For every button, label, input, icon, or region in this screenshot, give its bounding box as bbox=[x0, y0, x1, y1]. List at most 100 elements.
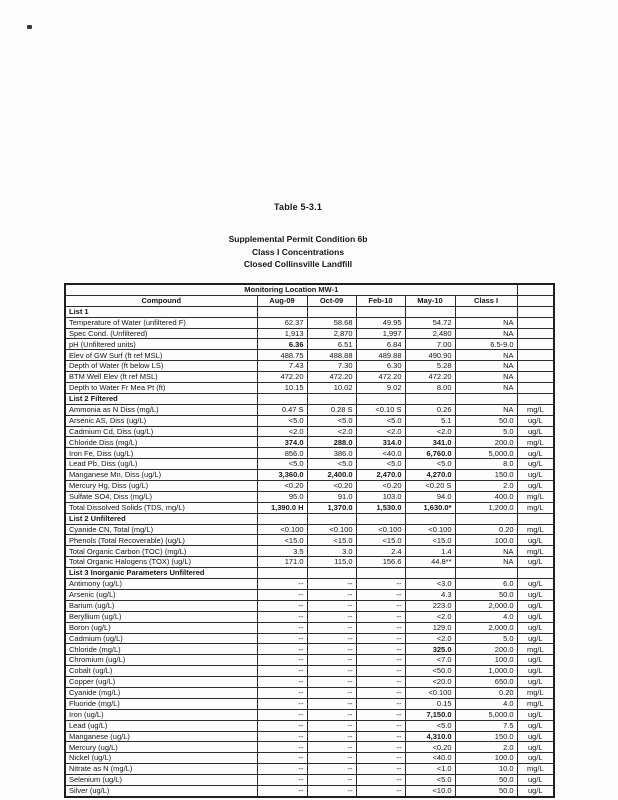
compound-cell: Copper (ug/L) bbox=[64, 676, 258, 688]
value-cell: <5.0 bbox=[306, 458, 357, 471]
value-cell: 95.0 bbox=[256, 490, 308, 503]
empty-cell bbox=[404, 392, 456, 405]
value-cell: -- bbox=[355, 632, 406, 645]
value-cell: -- bbox=[306, 752, 357, 765]
value-cell: 5.28 bbox=[404, 360, 456, 373]
value-cell: 472.20 bbox=[306, 371, 357, 384]
monitoring-results-table: Monitoring Location MW-1 Compound Aug-09 Oc… bbox=[64, 283, 556, 798]
empty-cell bbox=[454, 392, 518, 405]
table-row: Depth of Water (ft below LS) 7.43 7.30 6.30… bbox=[64, 360, 555, 373]
value-cell: 856.0 bbox=[256, 447, 308, 460]
table-row: Cadmium (ug/L) -- -- -- <2.0 5.0 ug/L bbox=[64, 632, 555, 645]
value-cell: <0.20 bbox=[306, 480, 357, 492]
table-row: Lead (ug/L) -- -- -- <5.0 7.5 ug/L bbox=[64, 719, 555, 732]
compound-cell: Chloride Diss (mg/L) bbox=[64, 436, 258, 449]
value-cell: -- bbox=[256, 719, 308, 732]
compound-cell: Silver (ug/L) bbox=[64, 784, 258, 798]
empty-cell bbox=[454, 512, 518, 525]
value-cell: <3.0 bbox=[404, 578, 456, 590]
compound-cell: Boron (ug/L) bbox=[64, 621, 258, 634]
value-cell: -- bbox=[256, 784, 308, 798]
value-cell: -- bbox=[306, 708, 357, 721]
table-row: Copper (ug/L) -- -- -- <20.0 650.0 ug/L bbox=[64, 676, 555, 688]
empty-cell bbox=[306, 305, 357, 318]
value-cell: 1,630.0* bbox=[404, 501, 456, 514]
value-cell: -- bbox=[306, 774, 357, 786]
unit-cell bbox=[516, 338, 555, 351]
value-cell: -- bbox=[256, 621, 308, 634]
value-cell: <2.0 bbox=[306, 425, 357, 438]
location-header-cell: Monitoring Location MW-1 bbox=[64, 283, 518, 296]
value-cell: 1,000.0 bbox=[454, 665, 518, 678]
value-cell: -- bbox=[306, 632, 357, 645]
value-cell: 2.4 bbox=[355, 545, 406, 558]
value-cell: 50.0 bbox=[454, 588, 518, 601]
value-cell: <0.100 bbox=[256, 523, 308, 536]
unit-cell: mg/L bbox=[516, 501, 555, 514]
unit-cell: ug/L bbox=[516, 599, 555, 612]
value-cell: -- bbox=[256, 588, 308, 601]
value-cell: 325.0 bbox=[404, 643, 456, 656]
section-row: List 2 Unfiltered bbox=[64, 512, 555, 525]
value-cell: 4,270.0 bbox=[404, 469, 456, 482]
value-cell: 4.0 bbox=[454, 610, 518, 623]
value-cell: 54.72 bbox=[404, 316, 456, 329]
value-cell: 6.84 bbox=[355, 338, 406, 351]
table-row: pH (Unfiltered units) 6.36 6.51 6.84 7.00 6.5… bbox=[64, 338, 555, 351]
compound-cell: Manganese (ug/L) bbox=[64, 730, 258, 743]
unit-cell: mg/L bbox=[516, 436, 555, 449]
value-cell: 0.47 S bbox=[256, 403, 308, 416]
value-cell: 1,390.0 H bbox=[256, 501, 308, 514]
value-cell: -- bbox=[355, 686, 406, 699]
value-cell: 386.0 bbox=[306, 447, 357, 460]
compound-cell: Cadmium (ug/L) bbox=[64, 632, 258, 645]
value-cell: 100.0 bbox=[454, 654, 518, 667]
table-row: Antimony (ug/L) -- -- -- <3.0 6.0 ug/L bbox=[64, 578, 555, 590]
unit-cell: mg/L bbox=[516, 686, 555, 699]
value-cell: 8.0 bbox=[454, 458, 518, 471]
value-cell: -- bbox=[256, 610, 308, 623]
empty-cell bbox=[516, 512, 555, 525]
value-cell: -- bbox=[306, 763, 357, 776]
compound-cell: Elev of GW Surf (ft ref MSL) bbox=[64, 349, 258, 362]
value-cell: -- bbox=[306, 730, 357, 743]
value-cell: -- bbox=[256, 676, 308, 688]
value-cell: -- bbox=[306, 686, 357, 699]
value-cell: 472.20 bbox=[404, 371, 456, 384]
value-cell: 0.28 S bbox=[306, 403, 357, 416]
value-cell: 9.02 bbox=[355, 382, 406, 394]
column-header-cell: Class I bbox=[454, 294, 518, 307]
value-cell: -- bbox=[306, 654, 357, 667]
value-cell: <5.0 bbox=[306, 414, 357, 427]
table-row: Nitrate as N (mg/L) -- -- -- <1.0 10.0 mg/L bbox=[64, 763, 555, 776]
value-cell: 6.30 bbox=[355, 360, 406, 373]
value-cell: 156.6 bbox=[355, 556, 406, 569]
unit-cell: mg/L bbox=[516, 697, 555, 710]
subtitle-line-1: Supplemental Permit Condition 6b bbox=[228, 234, 368, 244]
compound-cell: Depth to Water Fr Mea Pt (ft) bbox=[64, 382, 258, 394]
value-cell: 0.26 bbox=[404, 403, 456, 416]
value-cell: -- bbox=[355, 784, 406, 798]
value-cell: 5,000.0 bbox=[454, 447, 518, 460]
table-row: Fluoride (mg/L) -- -- -- 0.15 4.0 mg/L bbox=[64, 697, 555, 710]
table-row: Iron (ug/L) -- -- -- 7,150.0 5,000.0 ug/L bbox=[64, 708, 555, 721]
column-header-cell: Aug-09 bbox=[256, 294, 308, 307]
compound-cell: Mercury Hg, Diss (ug/L) bbox=[64, 480, 258, 492]
compound-cell: Beryllium (ug/L) bbox=[64, 610, 258, 623]
value-cell: 8.00 bbox=[404, 382, 456, 394]
value-cell: <2.0 bbox=[355, 425, 406, 438]
unit-cell: ug/L bbox=[516, 708, 555, 721]
location-header-row: Monitoring Location MW-1 bbox=[64, 283, 555, 296]
value-cell: 4.3 bbox=[404, 588, 456, 601]
value-cell: 488.75 bbox=[256, 349, 308, 362]
value-cell: -- bbox=[256, 665, 308, 678]
compound-cell: Iron Fe, Diss (ug/L) bbox=[64, 447, 258, 460]
value-cell: 62.37 bbox=[256, 316, 308, 329]
value-cell: -- bbox=[306, 784, 357, 798]
value-cell: -- bbox=[256, 752, 308, 765]
column-header-cell: Feb-10 bbox=[355, 294, 406, 307]
table-row: Beryllium (ug/L) -- -- -- <2.0 4.0 ug/L bbox=[64, 610, 555, 623]
value-cell: 2,470.0 bbox=[355, 469, 406, 482]
unit-cell bbox=[516, 316, 555, 329]
